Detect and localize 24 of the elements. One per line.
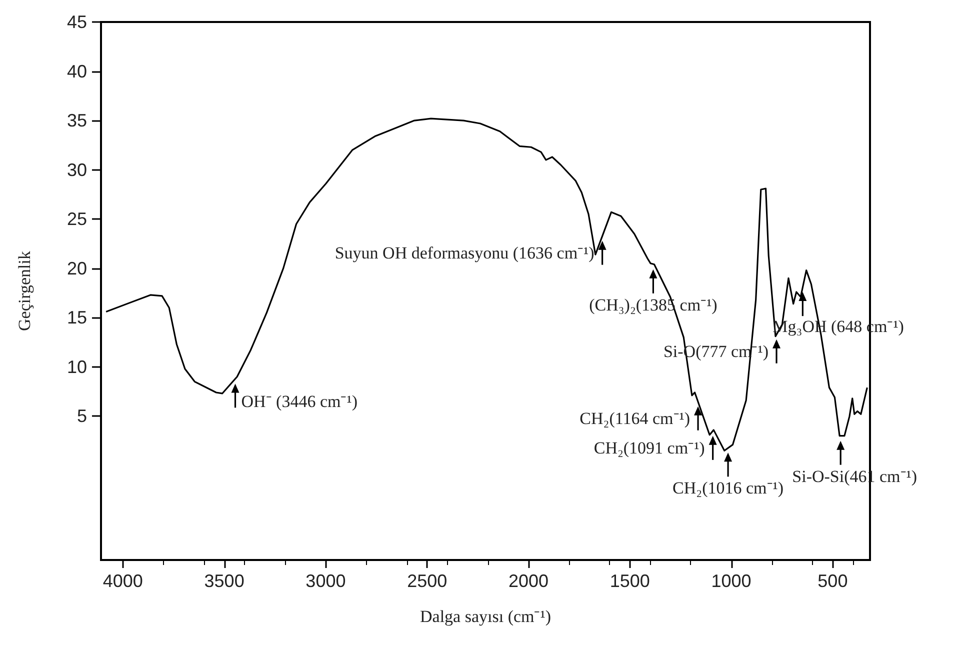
annotation: Suyun OH deformasyonu (1636 cm⁻¹) xyxy=(334,243,594,262)
y-tick-label: 15 xyxy=(66,308,87,328)
y-tick-label: 30 xyxy=(66,160,87,180)
x-tick-label: 1500 xyxy=(610,571,650,591)
x-tick-label: 2500 xyxy=(407,571,448,591)
x-tick-label: 3000 xyxy=(306,571,346,591)
y-tick-label: 40 xyxy=(66,61,87,82)
x-axis-title: Dalga sayısı (cm⁻¹) xyxy=(420,607,552,626)
x-tick-label: 3500 xyxy=(204,571,244,591)
y-tick-label: 20 xyxy=(66,258,87,278)
y-tick-label: 5 xyxy=(76,406,87,426)
y-tick-label: 35 xyxy=(66,110,87,131)
annotation: OH⁻ (3446 cm⁻¹) xyxy=(241,392,358,412)
x-tick-label: 2000 xyxy=(508,571,549,591)
annotation: CH₂(1016 cm⁻¹) xyxy=(672,478,784,498)
x-tick-label: 4000 xyxy=(102,571,143,591)
x-tick-label: 500 xyxy=(818,571,848,591)
y-axis-title: Geçirgenlik xyxy=(15,250,34,331)
y-tick-label: 45 xyxy=(66,12,87,32)
y-tick-label: 25 xyxy=(66,209,87,230)
x-tick-label: 1000 xyxy=(711,571,752,591)
annotation: CH₂(1091 cm⁻¹) xyxy=(594,438,705,458)
y-tick-label: 10 xyxy=(66,356,87,377)
annotation: CH₂(1164 cm⁻¹) xyxy=(580,408,690,428)
